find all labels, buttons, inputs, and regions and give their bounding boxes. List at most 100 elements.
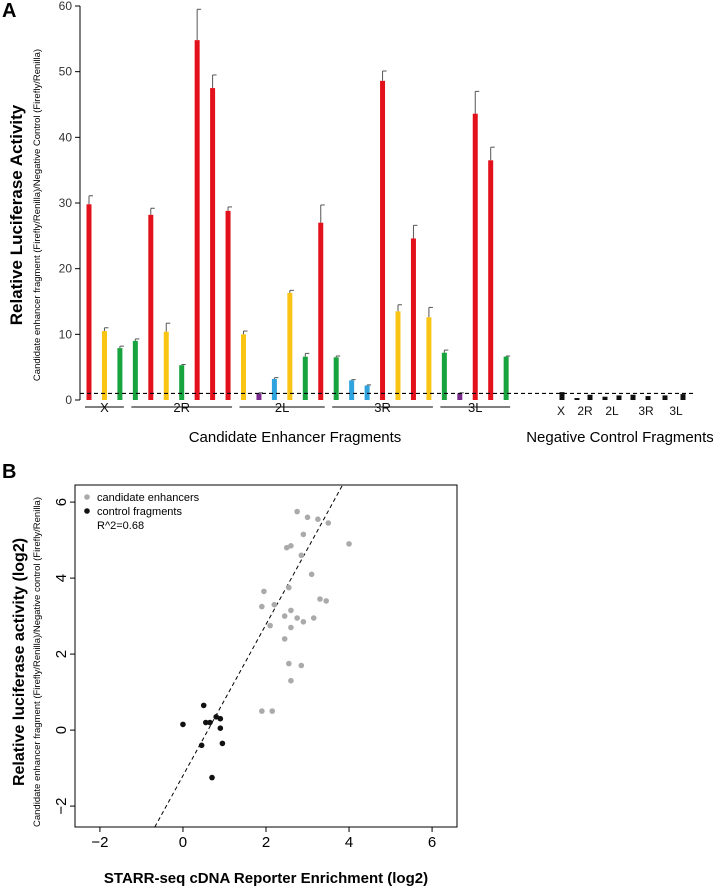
- panel-a-bar-chart: A Relative Luciferase Activity Candidate…: [2, 0, 713, 446]
- panel-b-plot-frame: [74, 484, 458, 828]
- candidate-bar: [441, 352, 447, 400]
- chromosome-group-label: 3L: [468, 400, 482, 415]
- control-bar: [559, 392, 565, 400]
- candidate-bar: [503, 356, 509, 400]
- candidate-enhancer-point: [286, 660, 292, 667]
- panel-b-label: B: [2, 461, 16, 483]
- control-fragment-point: [217, 715, 224, 722]
- panel-a-y-tick-label: 50: [59, 65, 73, 79]
- panel-a-y-ticks: 0 10 20 30 40 50 60: [59, 0, 80, 407]
- candidate-bar: [210, 88, 216, 400]
- control-fragment-point: [202, 719, 209, 726]
- candidate-enhancer-point: [259, 603, 265, 610]
- legend-label-candidate: candidate enhancers: [97, 492, 200, 504]
- candidate-enhancer-point: [294, 615, 300, 621]
- candidate-bar: [488, 160, 494, 400]
- candidate-enhancer-point: [300, 619, 307, 625]
- candidate-enhancer-point: [298, 552, 305, 559]
- candidate-enhancer-point: [281, 636, 288, 642]
- panel-a-y-axis-subtitle: Candidate enhancer fragment (Firefly/Ren…: [32, 49, 43, 381]
- control-chromosome-label: 3R: [638, 404, 654, 418]
- panel-b-legend: candidate enhancers control fragments R^…: [84, 492, 200, 532]
- panel-b-y-tick-label: −2: [53, 798, 70, 815]
- panel-b-axis-ticks: −2 0 2 4 6 −2 0 2 4 6: [53, 498, 436, 851]
- candidate-bar: [457, 393, 463, 400]
- candidate-bar: [333, 357, 339, 400]
- candidate-bar: [302, 356, 308, 400]
- control-chromosome-label: 3L: [669, 404, 683, 418]
- candidate-bar: [117, 348, 123, 400]
- candidate-enhancer-point: [259, 708, 265, 714]
- candidate-enhancer-point: [323, 598, 330, 604]
- candidate-enhancer-point: [300, 531, 307, 538]
- candidate-enhancer-point: [317, 596, 323, 602]
- panel-b-y-tick-label: 4: [53, 574, 70, 582]
- candidate-enhancer-point: [261, 588, 267, 595]
- control-bar: [662, 395, 668, 400]
- panel-b-y-tick-label: 6: [53, 498, 70, 506]
- panel-b-x-tick-label: 4: [345, 834, 353, 851]
- candidate-bar: [148, 214, 154, 400]
- control-fragment-point: [200, 702, 207, 709]
- panel-a-y-tick-label: 0: [65, 393, 72, 407]
- candidate-enhancer-point: [294, 508, 300, 515]
- candidate-bar: [364, 385, 370, 400]
- legend-marker-control: [84, 508, 90, 514]
- candidate-enhancer-point: [269, 708, 276, 714]
- panel-b-x-axis-title: STARR-seq cDNA Reporter Enrichment (log2…: [104, 870, 428, 887]
- candidate-bar: [380, 80, 386, 401]
- panel-a-bars: [86, 8, 686, 401]
- panel-b-y-tick-label: 0: [53, 726, 70, 734]
- control-fragment-point: [198, 742, 205, 749]
- candidate-enhancer-point: [288, 677, 294, 684]
- panel-a-y-tick-label: 40: [59, 130, 73, 144]
- control-bar: [587, 394, 593, 400]
- panel-a-y-tick-label: 30: [59, 196, 73, 210]
- candidate-enhancer-point: [315, 516, 321, 522]
- candidate-bar: [86, 204, 92, 400]
- panel-a-y-axis-title: Relative Luciferase Activity: [7, 104, 26, 325]
- candidate-enhancer-point: [310, 615, 317, 621]
- candidate-enhancer-point: [286, 584, 292, 591]
- panel-a-y-tick-label: 20: [59, 262, 73, 276]
- control-bar: [645, 396, 651, 400]
- candidate-bar: [349, 380, 355, 400]
- control-chromosome-label: 2R: [577, 404, 593, 418]
- control-group-label: Negative Control Fragments: [526, 429, 713, 446]
- panel-b-scatter-plot: B Relative luciferase activity (log2) Ca…: [2, 461, 458, 887]
- legend-label-control: control fragments: [97, 506, 182, 518]
- candidate-enhancer-point: [267, 622, 273, 629]
- candidate-bar: [472, 113, 478, 401]
- panel-b-y-axis-subtitle: Candidate enhancer fragment (Firefly/Ren…: [32, 497, 43, 827]
- panel-b-x-tick-label: 2: [262, 834, 270, 851]
- candidate-bar: [256, 393, 262, 400]
- control-bar: [574, 398, 580, 400]
- control-bar: [680, 394, 686, 400]
- panel-b-points: [180, 508, 352, 781]
- candidate-enhancer-point: [288, 543, 294, 549]
- candidate-bar: [395, 311, 401, 400]
- chromosome-group-label: X: [100, 400, 109, 415]
- panel-b-fit-line: [154, 484, 344, 828]
- legend-r-squared: R^2=0.68: [97, 520, 144, 532]
- control-chromosome-label: 2L: [605, 404, 619, 418]
- control-bar: [616, 395, 622, 400]
- candidate-bar: [225, 210, 231, 400]
- candidate-enhancer-point: [304, 514, 311, 521]
- control-bar: [602, 396, 608, 400]
- panel-b-x-tick-label: −2: [91, 834, 108, 851]
- candidate-bar: [426, 317, 432, 400]
- candidate-bar: [271, 378, 277, 400]
- candidate-bar: [410, 238, 416, 400]
- panel-a-chromosome-groups: X 2R 2L 3R 3L X 2R 2L 3R 3L: [85, 400, 683, 418]
- panel-b-x-tick-label: 6: [428, 834, 436, 851]
- control-chromosome-label: X: [557, 404, 565, 418]
- candidate-enhancer-point: [298, 662, 305, 669]
- control-fragment-point: [209, 774, 215, 781]
- legend-marker-candidate: [84, 494, 90, 500]
- candidate-bar: [179, 365, 185, 400]
- panel-b-y-axis-title: Relative luciferase activity (log2): [11, 538, 28, 786]
- chromosome-group-label: 2R: [173, 400, 190, 415]
- candidate-group-label: Candidate Enhancer Fragments: [189, 429, 402, 446]
- chromosome-group-label: 2L: [275, 400, 289, 415]
